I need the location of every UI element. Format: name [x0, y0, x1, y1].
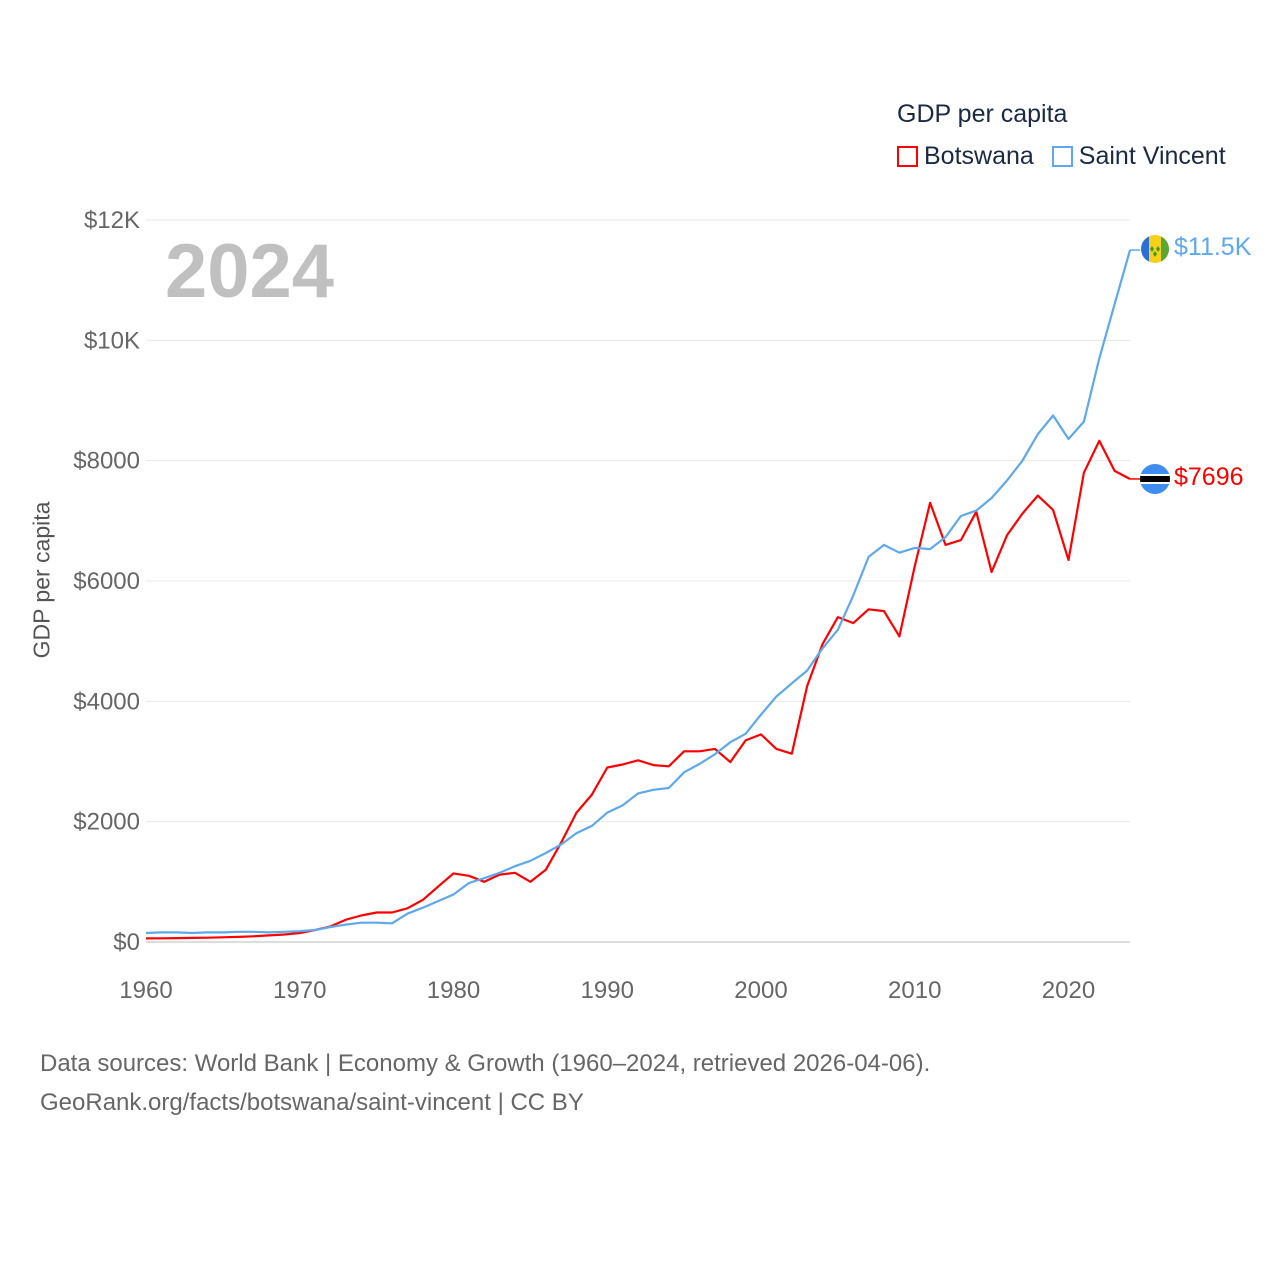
- x-tick-label: 2010: [888, 977, 941, 1004]
- data-source-text: Data sources: World Bank | Economy & Gro…: [40, 1050, 931, 1077]
- y-tick-label: $10K: [84, 327, 140, 354]
- y-tick-label: $8000: [73, 448, 140, 475]
- current-year-label: 2024: [165, 229, 335, 314]
- y-axis-label: GDP per capita: [28, 501, 55, 659]
- x-tick-label: 1960: [119, 977, 172, 1004]
- botswana-flag-icon: [1140, 464, 1170, 494]
- end-label-botswana: $7696: [1174, 463, 1244, 491]
- x-tick-label: 2020: [1042, 977, 1095, 1004]
- legend-label: Botswana: [924, 142, 1034, 170]
- legend: Botswana Saint Vincent: [897, 142, 1226, 171]
- y-tick-label: $2000: [73, 809, 140, 836]
- legend-item-saint-vincent[interactable]: Saint Vincent: [1051, 142, 1226, 171]
- legend-item-botswana[interactable]: Botswana: [897, 142, 1034, 171]
- x-tick-label: 2000: [734, 977, 787, 1004]
- x-tick-label: 1970: [273, 977, 326, 1004]
- y-tick-label: $6000: [73, 568, 140, 595]
- source-link[interactable]: GeoRank.org/facts/botswana/saint-vincent…: [40, 1089, 584, 1116]
- x-tick-label: 1980: [427, 977, 480, 1004]
- legend-swatch-saint-vincent: [1051, 146, 1073, 167]
- saint-vincent-flag-icon: [1141, 235, 1169, 263]
- legend-label: Saint Vincent: [1078, 142, 1226, 170]
- legend-title: GDP per capita: [897, 100, 1068, 128]
- series-line-saint-vincent: [145, 249, 1132, 935]
- end-label-saint-vincent: $11.5K: [1174, 233, 1252, 261]
- y-tick-label: $12K: [84, 207, 140, 234]
- footer: Data sources: World Bank | Economy & Gro…: [40, 1044, 930, 1122]
- y-tick-label: $4000: [73, 688, 140, 715]
- series-line-botswana: [145, 439, 1131, 940]
- x-tick-label: 1990: [581, 977, 634, 1004]
- y-tick-label: $0: [113, 929, 140, 956]
- legend-swatch-botswana: [897, 146, 918, 167]
